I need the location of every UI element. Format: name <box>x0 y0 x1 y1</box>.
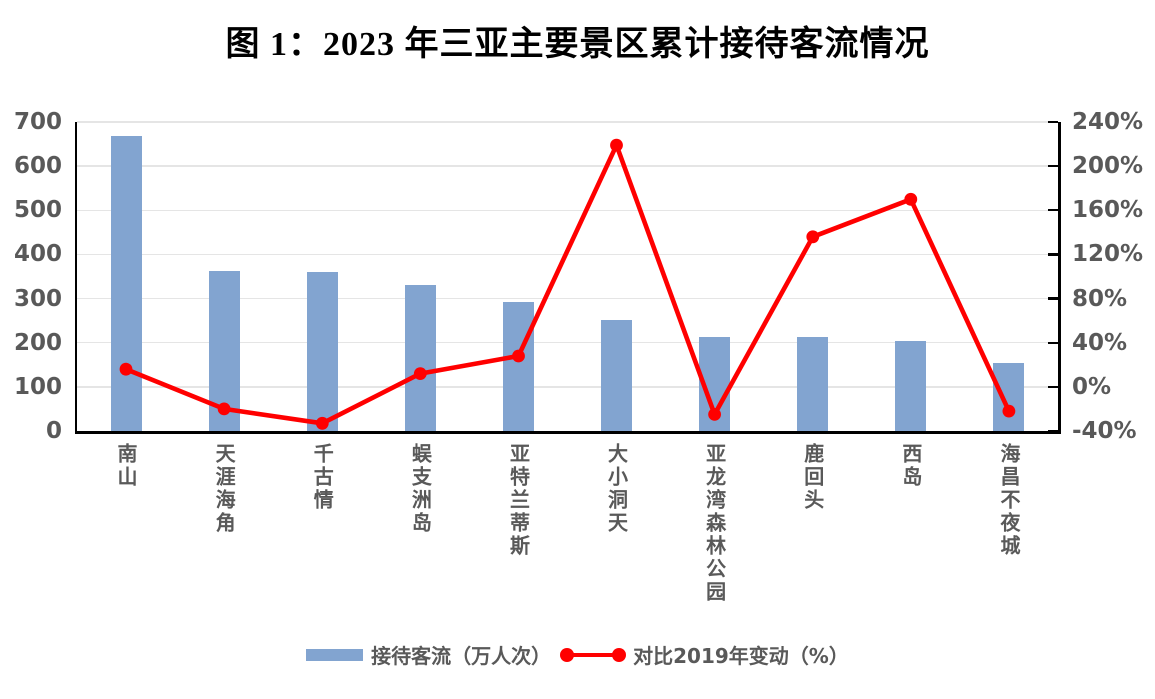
data-point <box>708 408 721 421</box>
gridline <box>77 297 1058 300</box>
y-axis-left-label: 0 <box>45 418 62 444</box>
legend-item-line-series: 对比2019年变动（%） <box>560 640 849 669</box>
legend-line-marker-line <box>561 652 626 657</box>
data-point <box>315 416 329 430</box>
axis-tick <box>1048 209 1058 212</box>
bar <box>306 272 338 431</box>
data-point <box>512 349 525 363</box>
x-axis-category-label: 亚龙湾森林公园 <box>702 443 727 604</box>
axis-tick <box>1048 297 1058 300</box>
axis-tick <box>1048 253 1058 256</box>
x-axis-category-label: 大小洞天 <box>604 443 629 535</box>
legend-bar-label: 接待客流（万人次） <box>371 644 552 668</box>
bar <box>502 301 534 431</box>
legend-line-label: 对比2019年变动（%） <box>633 644 849 668</box>
axis-tick <box>1048 341 1058 344</box>
data-point <box>610 138 623 152</box>
axis-tick <box>1048 385 1058 389</box>
legend-line-marker <box>560 647 627 662</box>
gridline <box>77 121 1058 123</box>
legend: 接待客流（万人次） 对比2019年变动（%） <box>0 640 1155 669</box>
x-axis-category-label: 千古情 <box>310 443 335 512</box>
y-axis-left-label: 100 <box>13 373 62 400</box>
data-point <box>413 367 427 380</box>
y-axis-right-label: 160% <box>1072 197 1144 224</box>
bar <box>404 285 436 431</box>
axis-line-left <box>74 122 77 434</box>
axis-tick <box>1048 164 1058 168</box>
bar <box>110 135 142 431</box>
data-point <box>904 192 918 206</box>
y-axis-left-label: 300 <box>13 285 62 312</box>
data-point <box>217 402 231 416</box>
y-axis-right-label: 80% <box>1072 285 1128 312</box>
y-axis-left-label: 200 <box>13 329 62 356</box>
axis-line-bottom <box>74 431 1061 434</box>
y-axis-right-label: 200% <box>1072 153 1144 180</box>
chart-title: 图 1：2023 年三亚主要景区累计接待客流情况 <box>225 26 930 63</box>
legend-item-bar-series: 接待客流（万人次） <box>306 640 551 669</box>
axis-tick <box>1048 120 1058 124</box>
bar <box>895 340 927 431</box>
y-axis-left-label: 700 <box>13 109 62 135</box>
axis-line-right <box>1058 122 1061 434</box>
y-axis-right-label: -40% <box>1072 418 1137 444</box>
y-axis-left-label: 400 <box>13 241 62 268</box>
x-axis-category-label: 鹿回头 <box>800 443 825 512</box>
bar <box>993 363 1025 431</box>
x-axis-category-label: 西岛 <box>898 443 923 489</box>
gridline <box>77 342 1058 344</box>
y-axis-right-label: 0% <box>1072 373 1112 400</box>
gridline <box>77 386 1058 388</box>
data-point <box>119 362 133 376</box>
legend-line-marker-dot <box>612 647 627 662</box>
x-axis-category-label: 蜈支洲岛 <box>408 443 433 535</box>
x-axis-category-label: 亚特兰蒂斯 <box>506 443 531 558</box>
trend-line <box>123 142 1012 426</box>
y-axis-right-label: 40% <box>1072 329 1128 356</box>
y-axis-left-label: 500 <box>13 197 62 224</box>
x-axis-category-label: 天涯海角 <box>212 443 237 535</box>
axis-tick <box>1048 429 1058 433</box>
legend-line-marker-dot <box>560 647 575 662</box>
data-point <box>806 230 820 244</box>
gridline <box>77 209 1058 211</box>
bar <box>601 320 633 431</box>
gridline <box>77 165 1058 167</box>
y-axis-left-label: 600 <box>13 153 62 180</box>
bar <box>797 336 829 431</box>
legend-bar-swatch <box>306 648 364 661</box>
data-point <box>1002 404 1016 418</box>
y-axis-right-label: 120% <box>1072 241 1144 268</box>
y-axis-right-label: 240% <box>1072 109 1144 135</box>
x-axis-category-label: 南山 <box>114 443 139 489</box>
x-axis-category-label: 海昌不夜城 <box>996 443 1021 558</box>
